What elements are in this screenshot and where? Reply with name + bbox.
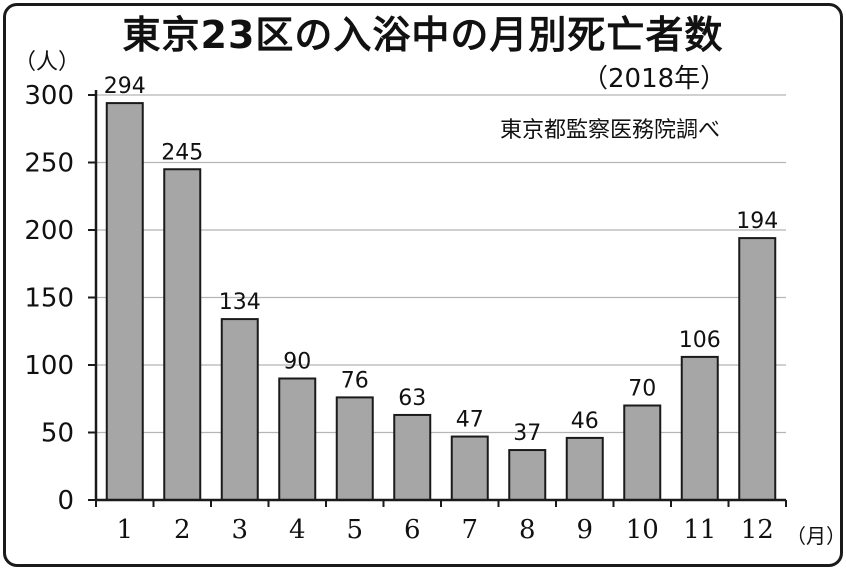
x-tick-label: 5 bbox=[346, 515, 363, 545]
chart-subtitle: （2018年） bbox=[582, 64, 727, 94]
chart-title: 東京23区の入浴中の月別死亡者数 bbox=[122, 13, 724, 57]
data-label: 37 bbox=[513, 421, 541, 446]
y-axis-unit-label: （人） bbox=[14, 50, 81, 75]
data-label: 194 bbox=[736, 209, 778, 234]
x-tick-label: 6 bbox=[404, 515, 421, 545]
x-tick-label: 10 bbox=[626, 515, 659, 545]
bar bbox=[393, 413, 432, 502]
x-tick-label: 11 bbox=[683, 515, 716, 545]
x-tick-label: 9 bbox=[576, 515, 593, 545]
bar bbox=[220, 318, 259, 501]
bar bbox=[105, 102, 144, 501]
x-tick-label: 1 bbox=[116, 515, 133, 545]
bar bbox=[565, 436, 604, 501]
bar bbox=[163, 168, 202, 501]
y-tick-label: 150 bbox=[24, 284, 74, 314]
y-tick-label: 200 bbox=[24, 216, 74, 246]
bar bbox=[278, 377, 317, 501]
x-tick-label: 12 bbox=[741, 515, 774, 545]
bar bbox=[680, 355, 719, 501]
y-tick-label: 300 bbox=[24, 81, 74, 111]
data-label: 134 bbox=[219, 290, 261, 315]
data-label: 106 bbox=[679, 328, 721, 353]
x-tick-label: 3 bbox=[231, 515, 248, 545]
bar bbox=[623, 404, 662, 501]
data-label: 245 bbox=[161, 140, 203, 165]
data-label: 47 bbox=[456, 408, 484, 433]
x-tick-label: 7 bbox=[461, 515, 478, 545]
data-label: 70 bbox=[628, 377, 656, 402]
x-axis-unit-label: （月） bbox=[786, 524, 846, 548]
data-label: 63 bbox=[398, 386, 426, 411]
x-tick-label: 4 bbox=[289, 515, 306, 545]
bar bbox=[738, 237, 777, 501]
x-tick-label: 8 bbox=[519, 515, 536, 545]
data-label: 76 bbox=[341, 368, 369, 393]
bar bbox=[450, 435, 489, 501]
y-tick-label: 100 bbox=[24, 351, 74, 381]
x-tick-label: 2 bbox=[174, 515, 191, 545]
data-label: 294 bbox=[104, 74, 146, 99]
y-tick-label: 0 bbox=[57, 486, 74, 516]
data-label: 90 bbox=[283, 350, 311, 375]
y-tick-label: 250 bbox=[24, 149, 74, 179]
bar bbox=[508, 449, 547, 501]
y-tick-label: 50 bbox=[41, 419, 74, 449]
bar bbox=[335, 396, 374, 501]
data-label: 46 bbox=[571, 409, 599, 434]
source-note: 東京都監察医務院調べ bbox=[500, 118, 721, 143]
